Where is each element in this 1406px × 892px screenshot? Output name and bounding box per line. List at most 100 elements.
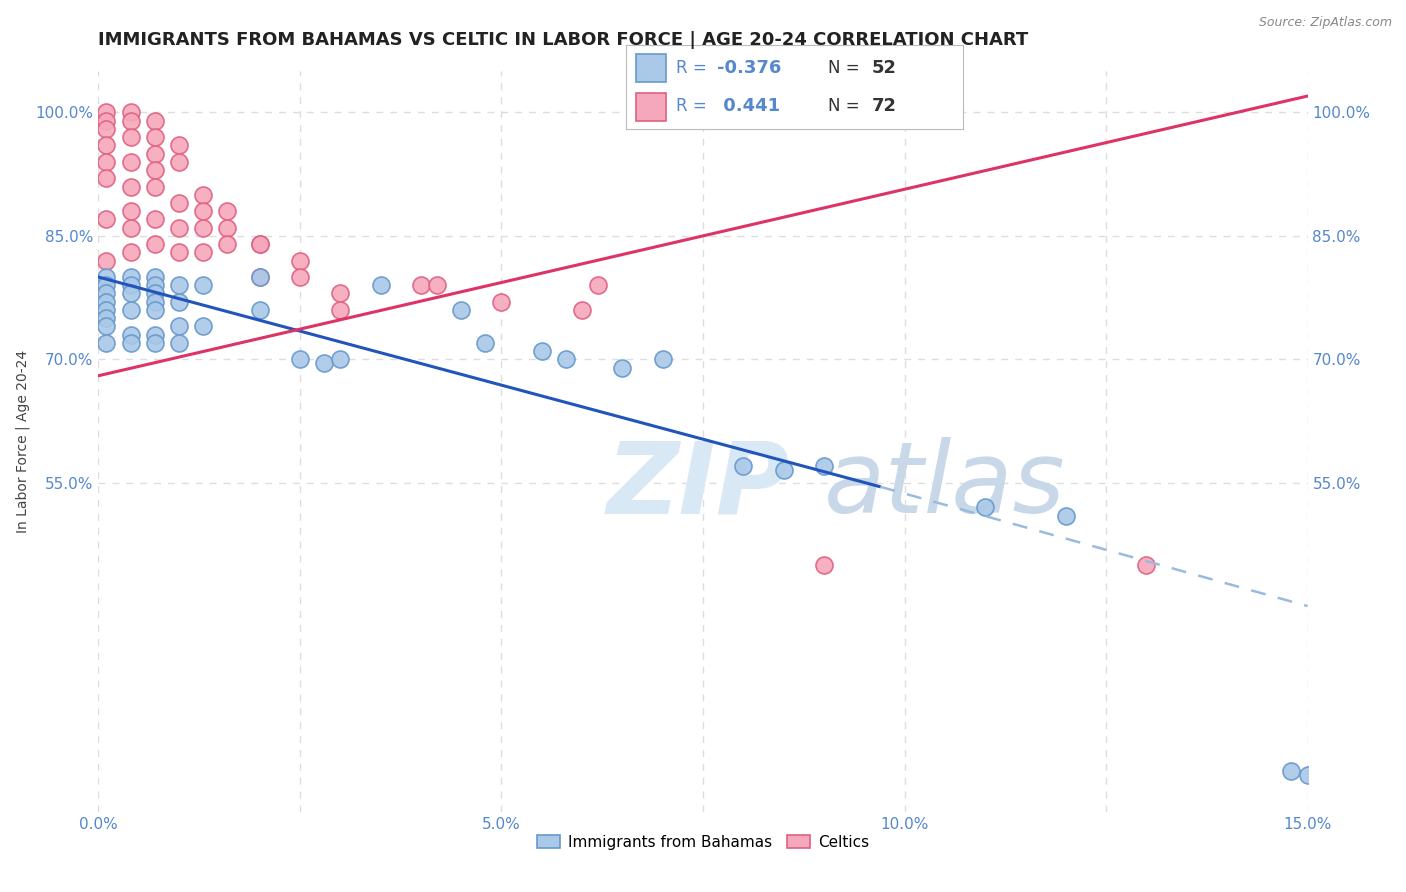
Point xyxy=(249,270,271,285)
Point xyxy=(288,270,311,285)
Point xyxy=(120,270,142,285)
Point xyxy=(193,278,215,293)
Point xyxy=(143,146,166,161)
Point xyxy=(249,237,271,252)
Point xyxy=(96,105,118,120)
Point xyxy=(96,113,118,128)
Point xyxy=(143,278,166,293)
Point xyxy=(612,360,634,375)
Point xyxy=(167,196,190,211)
Point xyxy=(143,302,166,317)
Point xyxy=(143,163,166,178)
Point xyxy=(120,113,142,128)
Point xyxy=(329,286,352,301)
Point xyxy=(120,220,142,235)
Point xyxy=(96,335,118,350)
Point xyxy=(193,220,215,235)
Point xyxy=(120,302,142,317)
Point xyxy=(167,138,190,153)
Point xyxy=(329,352,352,367)
Point xyxy=(120,105,142,120)
Point xyxy=(1281,764,1303,778)
Point xyxy=(288,253,311,268)
Point xyxy=(96,311,118,326)
Point xyxy=(409,278,432,293)
Point xyxy=(217,237,239,252)
Point xyxy=(120,204,142,219)
Point xyxy=(96,212,118,227)
Text: Source: ZipAtlas.com: Source: ZipAtlas.com xyxy=(1258,16,1392,29)
Point xyxy=(143,335,166,350)
Point xyxy=(555,352,578,367)
Point xyxy=(571,302,593,317)
Y-axis label: In Labor Force | Age 20-24: In Labor Force | Age 20-24 xyxy=(15,350,30,533)
Text: R =: R = xyxy=(676,59,713,77)
Point xyxy=(530,344,553,359)
Point xyxy=(120,245,142,260)
Point xyxy=(167,220,190,235)
Point xyxy=(143,237,166,252)
Point xyxy=(217,204,239,219)
Point xyxy=(96,319,118,334)
Point xyxy=(586,278,609,293)
Point xyxy=(167,335,190,350)
Point xyxy=(143,113,166,128)
Point xyxy=(651,352,673,367)
Point xyxy=(249,237,271,252)
Bar xyxy=(636,54,666,82)
Point xyxy=(370,278,392,293)
Point xyxy=(96,278,118,293)
Point xyxy=(96,302,118,317)
Point xyxy=(120,278,142,293)
Point xyxy=(167,294,190,309)
Point xyxy=(120,286,142,301)
Point xyxy=(167,278,190,293)
Point xyxy=(120,154,142,169)
Point xyxy=(772,463,794,477)
Legend: Immigrants from Bahamas, Celtics: Immigrants from Bahamas, Celtics xyxy=(531,829,875,856)
Point xyxy=(167,319,190,334)
Point xyxy=(193,245,215,260)
Point xyxy=(96,154,118,169)
Point xyxy=(474,335,496,350)
Point xyxy=(450,302,472,317)
Point xyxy=(1054,508,1077,523)
Point xyxy=(96,138,118,153)
Point xyxy=(120,179,142,194)
Point xyxy=(491,294,513,309)
Text: atlas: atlas xyxy=(824,437,1066,534)
Point xyxy=(167,154,190,169)
Point xyxy=(217,220,239,235)
Point xyxy=(249,270,271,285)
Text: 52: 52 xyxy=(872,59,897,77)
Text: N =: N = xyxy=(828,97,865,115)
Bar xyxy=(636,93,666,120)
Point xyxy=(143,270,166,285)
Point xyxy=(813,459,835,474)
Text: 72: 72 xyxy=(872,97,897,115)
Point xyxy=(193,319,215,334)
Point xyxy=(1296,767,1319,781)
Text: R =: R = xyxy=(676,97,713,115)
Point xyxy=(733,459,755,474)
Point xyxy=(426,278,449,293)
Point xyxy=(143,286,166,301)
Point xyxy=(143,327,166,342)
Point xyxy=(96,253,118,268)
Point xyxy=(96,270,118,285)
Point xyxy=(143,294,166,309)
Point xyxy=(1135,558,1157,572)
Point xyxy=(288,352,311,367)
Point xyxy=(96,171,118,186)
Text: IMMIGRANTS FROM BAHAMAS VS CELTIC IN LABOR FORCE | AGE 20-24 CORRELATION CHART: IMMIGRANTS FROM BAHAMAS VS CELTIC IN LAB… xyxy=(98,31,1029,49)
Point xyxy=(193,204,215,219)
Point xyxy=(974,500,997,515)
Text: ZIP: ZIP xyxy=(606,437,789,534)
Point xyxy=(193,187,215,202)
Point xyxy=(249,302,271,317)
Text: -0.376: -0.376 xyxy=(717,59,782,77)
Point xyxy=(143,179,166,194)
Point xyxy=(120,130,142,145)
Point xyxy=(120,327,142,342)
Point xyxy=(96,294,118,309)
